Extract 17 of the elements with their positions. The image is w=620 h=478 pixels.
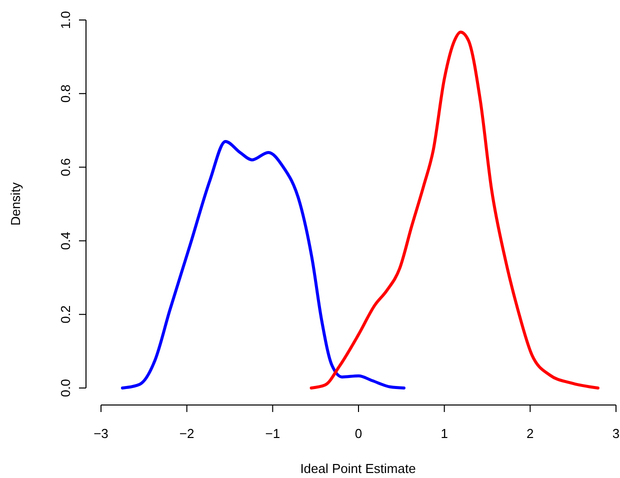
y-tick-label: 1.0 — [58, 10, 73, 30]
x-tick-label: −3 — [94, 426, 108, 441]
x-tick-label: −1 — [265, 426, 280, 441]
x-tick-label: 0 — [354, 426, 362, 441]
x-tick-label: 2 — [526, 426, 534, 441]
y-tick-label: 0.8 — [58, 84, 73, 103]
y-tick-label: 0.6 — [58, 158, 73, 176]
x-tick-label: −2 — [179, 426, 194, 441]
y-axis-title: Density — [8, 182, 23, 226]
y-tick-label: 0.4 — [58, 232, 73, 250]
x-tick-label: 3 — [612, 426, 620, 441]
line-series — [310, 30, 600, 390]
line-series — [120, 140, 406, 390]
x-axis-title: Ideal Point Estimate — [300, 461, 416, 476]
x-tick-label: 1 — [440, 426, 448, 441]
y-tick-label: 0.0 — [58, 378, 73, 398]
y-tick-label: 0.2 — [58, 305, 73, 324]
